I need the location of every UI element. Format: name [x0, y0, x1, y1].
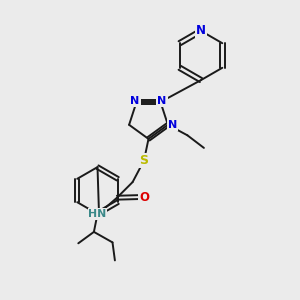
Text: S: S: [140, 154, 148, 167]
Text: N: N: [158, 96, 166, 106]
Text: N: N: [130, 96, 140, 106]
Text: HN: HN: [88, 209, 106, 219]
Text: N: N: [196, 24, 206, 37]
Text: N: N: [168, 120, 177, 130]
Text: O: O: [139, 190, 149, 204]
